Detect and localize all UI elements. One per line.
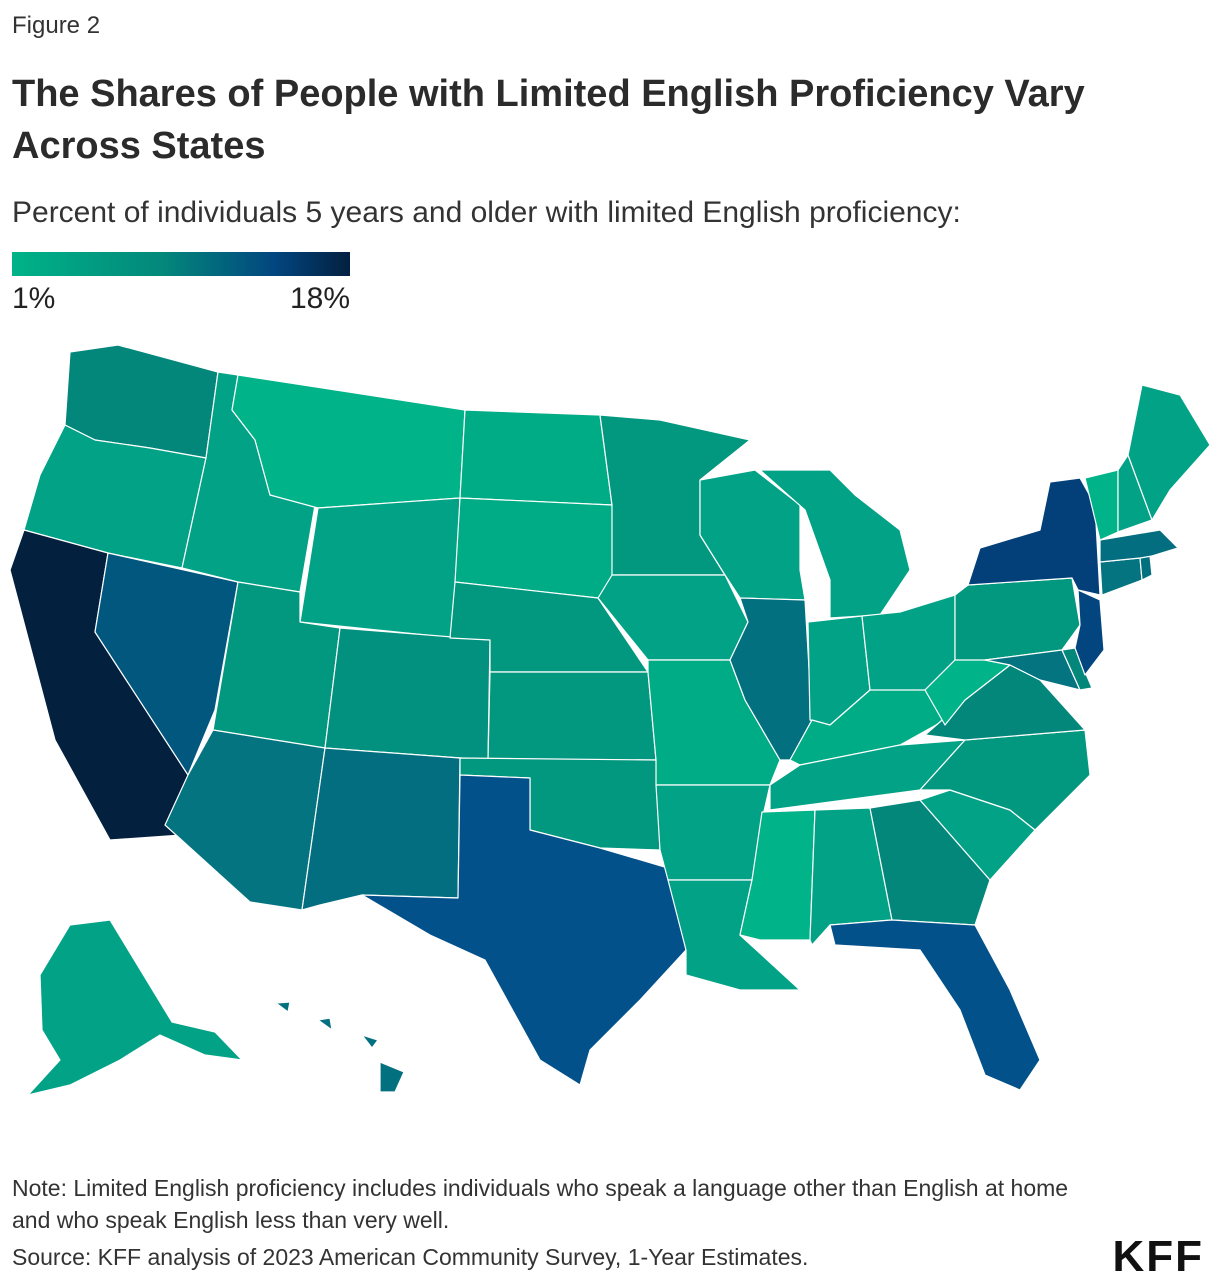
state-WY[interactable]	[299, 497, 461, 639]
figure-label: Figure 2	[12, 12, 101, 39]
state-NM[interactable]	[301, 747, 461, 911]
state-SD[interactable]	[454, 497, 616, 599]
state-GA[interactable]	[869, 799, 991, 926]
state-RI[interactable]	[1139, 555, 1153, 581]
state-ND[interactable]	[459, 409, 613, 506]
legend-gradient-bar	[12, 252, 350, 276]
state-NY[interactable]	[967, 477, 1101, 596]
footnote-note: Note: Limited English proficiency includ…	[12, 1175, 1069, 1233]
state-MA[interactable]	[1099, 529, 1179, 563]
state-DE[interactable]	[1061, 647, 1093, 691]
state-MI[interactable]	[759, 469, 911, 619]
us-choropleth-map	[9, 344, 1211, 1096]
chart-subtitle: Percent of individuals 5 years and older…	[12, 196, 961, 229]
state-ME[interactable]	[1127, 384, 1211, 521]
state-CT[interactable]	[1099, 557, 1143, 596]
state-KS[interactable]	[487, 671, 657, 761]
footnote-source: Source: KFF analysis of 2023 American Co…	[12, 1244, 809, 1270]
legend-min-label: 1%	[12, 282, 56, 315]
state-AR[interactable]	[655, 784, 771, 881]
state-CO[interactable]	[324, 627, 491, 761]
state-TX[interactable]	[361, 774, 687, 1086]
state-PA[interactable]	[954, 577, 1081, 661]
state-NJ[interactable]	[1074, 589, 1105, 676]
kff-logo: KFF	[1112, 1232, 1204, 1281]
legend-max-label: 18%	[289, 282, 350, 315]
state-HI[interactable]	[275, 1001, 405, 1093]
state-AK[interactable]	[27, 919, 243, 1096]
state-IL[interactable]	[729, 597, 813, 761]
state-FL[interactable]	[829, 919, 1041, 1091]
chart-title: The Shares of People with Limited Englis…	[12, 73, 1085, 167]
